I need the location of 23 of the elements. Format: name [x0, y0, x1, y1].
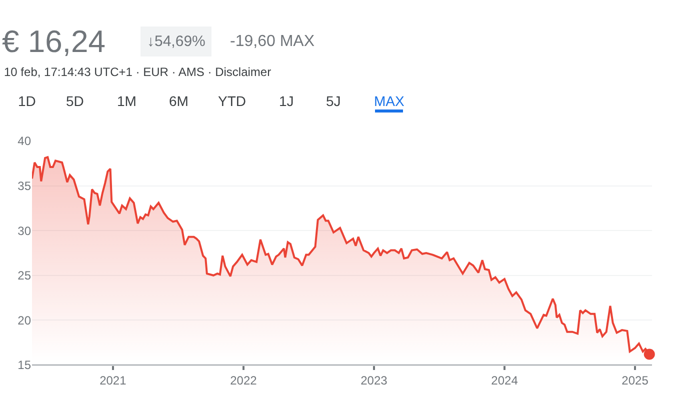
x-tick-label: 2022: [230, 373, 258, 388]
y-tick-label: 20: [18, 313, 32, 328]
text: 6M: [169, 93, 188, 109]
text: 1M: [117, 93, 136, 109]
y-tick-label: 40: [18, 134, 32, 148]
text: MAX: [374, 93, 405, 109]
chart-subtitle: 10 feb, 17:14:43 UTC+1 · EUR · AMS · Disclaimer: [4, 65, 272, 79]
y-tick-label: 30: [18, 224, 32, 238]
text: ↓54,69%: [147, 33, 206, 50]
text: YTD: [218, 93, 246, 109]
x-tick-label: 2021: [100, 373, 127, 388]
y-tick-label: 25: [18, 268, 32, 283]
text: -19,60 MAX: [230, 33, 315, 50]
text: 1D: [18, 93, 36, 109]
text: 5D: [66, 93, 84, 109]
text: 5J: [326, 93, 341, 109]
x-tick-label: 2023: [360, 373, 388, 388]
y-tick-label: 35: [18, 179, 32, 193]
x-tick-label: 2025: [622, 373, 649, 388]
x-tick-label: 2024: [491, 373, 518, 388]
y-tick-label: 15: [18, 358, 32, 372]
text: 1J: [279, 93, 294, 109]
chart-title: € 16,24: [2, 24, 106, 59]
